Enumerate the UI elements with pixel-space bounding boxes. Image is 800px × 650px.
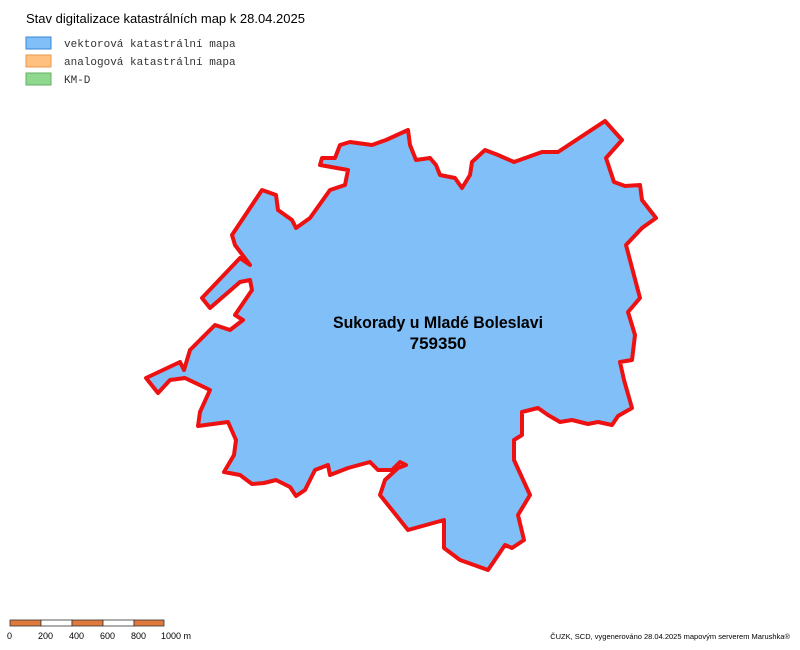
scale-segment (9, 619, 42, 627)
map-title: Stav digitalizace katastrálních map k 28… (26, 11, 305, 26)
scale-label: 0 (7, 631, 12, 641)
scale-bar: 0 200 400 600 800 1000 m (7, 619, 191, 641)
legend-swatch (25, 54, 52, 68)
legend-swatch (25, 36, 52, 50)
scale-segment (102, 619, 135, 627)
legend-label: KM-D (64, 75, 91, 87)
legend: vektorová katastrální mapa analogová kata… (25, 36, 236, 87)
scale-label: 800 (131, 631, 146, 641)
credit: ČUZK, SCD, vygenerováno 28.04.2025 mapov… (550, 632, 790, 641)
scale-label: 600 (100, 631, 115, 641)
cadastral-area (144, 119, 658, 572)
scale-segment (40, 619, 73, 627)
legend-label: analogová katastrální mapa (64, 57, 236, 69)
scale-segment (71, 619, 104, 627)
parcel-code: 759350 (410, 334, 467, 353)
scale-label: 400 (69, 631, 84, 641)
scale-label: 200 (38, 631, 53, 641)
parcel-name: Sukorady u Mladé Boleslavi (333, 313, 543, 332)
legend-swatch (25, 72, 52, 86)
legend-label: vektorová katastrální mapa (64, 39, 236, 51)
scale-segment (133, 619, 165, 627)
scale-label: 1000 m (161, 631, 191, 641)
